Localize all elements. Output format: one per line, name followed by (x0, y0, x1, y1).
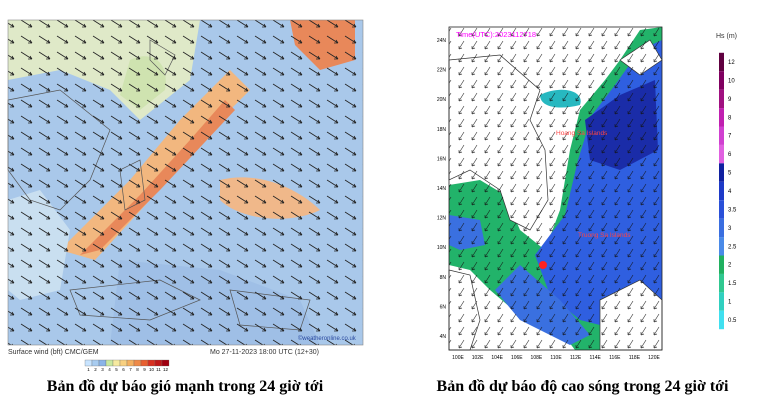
legend-swatch (719, 163, 724, 182)
legend-label: 12 (728, 60, 735, 66)
legend-swatch (84, 359, 93, 367)
lat-label: 20N (437, 97, 447, 103)
wave-time: Time(UTC):2023112718 (456, 30, 536, 39)
legend-label: 11 (156, 367, 161, 372)
wave-map (448, 26, 663, 351)
wave-legend-title: Hs (m) (716, 33, 737, 40)
legend-label: 4 (728, 189, 732, 195)
legend-swatch (719, 218, 724, 238)
legend-swatch (719, 255, 724, 274)
lat-label: 16N (437, 156, 447, 162)
legend-label: 5 (115, 367, 118, 372)
legend-swatch (126, 359, 135, 367)
lon-label: 108E (531, 355, 543, 361)
legend-label: 12 (163, 367, 169, 372)
legend-swatch (719, 237, 724, 256)
lon-label: 112E (570, 355, 582, 361)
legend-swatch (719, 310, 724, 330)
legend-swatch (91, 359, 100, 367)
lon-label: 116E (609, 355, 621, 361)
legend-swatch (719, 273, 724, 293)
island-label: Hoang Sa Islands (556, 130, 608, 137)
maps: Surface wind (bft) CMC/GEM Mo 27-11-2023… (7, 19, 737, 372)
lat-label: 4N (440, 334, 447, 340)
lat-label: 22N (437, 68, 447, 74)
legend-label: 2.5 (728, 244, 737, 250)
wind-credit: ©weatheronline.co.uk (298, 335, 357, 342)
lon-label: 100E (452, 355, 464, 361)
legend-label: 6 (728, 152, 732, 158)
lon-label: 104E (491, 355, 503, 361)
wind-map (7, 19, 364, 346)
legend-label: 2 (94, 367, 97, 372)
legend-swatch (119, 359, 128, 367)
wind-legend: 1 2 3 4 5 6 7 8 9 10 11 12 (84, 359, 170, 372)
legend-label: 8 (136, 367, 139, 372)
legend-label: 3.5 (728, 207, 737, 213)
lon-label: 110E (550, 355, 562, 361)
wave-legend: 12 10 9 8 7 6 5 4 3.5 3 2.5 2 1.5 1 0.5 (719, 52, 737, 330)
legend-label: 3 (728, 226, 732, 232)
lon-label: 120E (648, 355, 660, 361)
wind-legend-title: Surface wind (bft) CMC/GEM (8, 349, 99, 356)
legend-swatch (719, 126, 724, 145)
legend-label: 4 (108, 367, 111, 372)
caption: Bản đồ dự báo độ cao sóng trong 24 giờ t… (436, 378, 729, 395)
legend-label: 9 (143, 367, 146, 372)
wind-timestamp: Mo 27-11-2023 18:00 UTC (12+30) (210, 349, 319, 356)
lat-label: 6N (440, 304, 447, 310)
legend-swatch (112, 359, 121, 367)
legend-swatch (161, 359, 170, 367)
island-label: Truong Sa Islands (578, 232, 631, 239)
lon-label: 106E (511, 355, 523, 361)
legend-swatch (719, 108, 724, 127)
legend-swatch (98, 359, 107, 367)
legend-swatch (105, 359, 114, 367)
legend-label: 5 (728, 171, 732, 177)
lon-label: 118E (629, 355, 641, 361)
lat-label: 8N (440, 275, 447, 281)
legend-label: 9 (728, 97, 732, 103)
lon-label: 114E (590, 355, 602, 361)
legend-label: 0.5 (728, 318, 737, 324)
wave-axes: 24N 22N 20N 18N 16N 14N 12N 10N 8N 6N 4N 100E 102E 10… (437, 38, 661, 361)
legend-swatch (719, 200, 724, 219)
legend-swatch (719, 52, 724, 72)
lat-label: 10N (437, 245, 447, 251)
legend-label: 2 (728, 263, 732, 269)
legend-swatch (719, 292, 724, 311)
legend-swatch (154, 359, 163, 367)
legend-label: 6 (122, 367, 125, 372)
legend-swatch (140, 359, 149, 367)
legend-label: 7 (728, 134, 732, 140)
legend-label: 8 (728, 115, 732, 121)
legend-label: 10 (728, 78, 735, 84)
legend-swatch (719, 144, 724, 164)
lat-label: 14N (437, 186, 447, 192)
lat-label: 12N (437, 216, 447, 222)
lat-label: 24N (437, 38, 447, 44)
legend-swatch (719, 71, 724, 90)
caption: Bản đồ dự báo gió mạnh trong 24 giờ tới (46, 378, 324, 395)
legend-swatch (719, 181, 724, 201)
legend-swatch (719, 89, 724, 109)
legend-swatch (147, 359, 156, 367)
legend-label: 7 (129, 367, 132, 372)
lon-label: 102E (472, 355, 484, 361)
legend-label: 3 (101, 367, 104, 372)
legend-label: 1 (728, 300, 732, 306)
legend-label: 1 (87, 367, 90, 372)
legend-label: 10 (149, 367, 155, 372)
legend-label: 1.5 (728, 281, 737, 287)
lat-label: 18N (437, 127, 447, 133)
legend-swatch (133, 359, 142, 367)
